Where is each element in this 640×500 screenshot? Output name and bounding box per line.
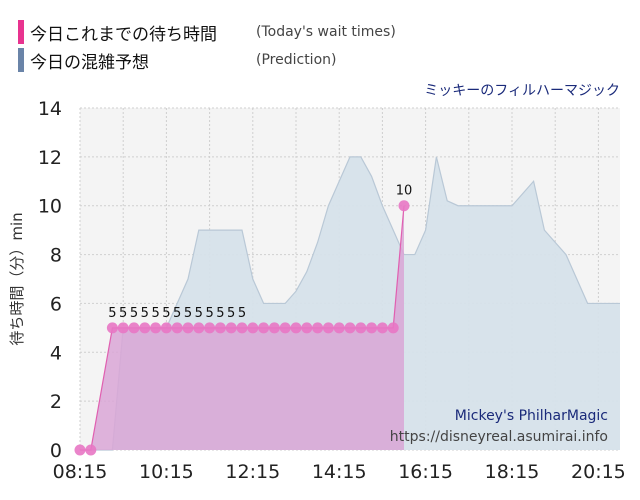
today-point	[214, 322, 226, 334]
today-point	[150, 322, 162, 334]
today-point	[117, 322, 129, 334]
data-label: 5	[216, 306, 224, 321]
data-label: 5	[130, 306, 138, 321]
today-point	[160, 322, 172, 334]
y-tick-label: 10	[38, 196, 62, 218]
attraction-name-jp: ミッキーのフィルハーマジック	[424, 83, 620, 99]
data-label: 5	[162, 306, 170, 321]
y-tick-label: 0	[50, 440, 62, 462]
data-label: 5	[184, 306, 192, 321]
prediction-line	[80, 156, 620, 451]
x-tick-label: 14:15	[312, 461, 367, 483]
data-label: 5	[205, 306, 213, 321]
today-point	[193, 322, 205, 334]
today-point	[322, 322, 334, 334]
today-point	[290, 322, 302, 334]
data-label: 10	[396, 184, 413, 199]
data-label: 5	[141, 306, 149, 321]
legend-today: 今日これまでの待ち時間 (Today's wait times)	[18, 20, 396, 45]
x-tick-label: 10:15	[139, 461, 194, 483]
today-point	[312, 322, 324, 334]
today-point	[74, 444, 86, 456]
today-point	[387, 322, 399, 334]
today-point	[398, 200, 410, 212]
legend-prediction: 今日の混雑予想 (Prediction)	[18, 48, 337, 73]
data-label: 5	[227, 306, 235, 321]
y-tick-label: 12	[38, 147, 62, 169]
data-label: 5	[151, 306, 159, 321]
today-point	[225, 322, 237, 334]
today-point	[344, 322, 356, 334]
data-label: 5	[119, 306, 127, 321]
today-point	[258, 322, 270, 334]
watermark-url: https://disneyreal.asumirai.info	[390, 429, 608, 445]
y-axis-label: 待ち時間（分）min	[8, 212, 26, 345]
today-point	[85, 444, 97, 456]
legend-prediction-swatch	[18, 48, 24, 72]
today-point	[139, 322, 151, 334]
x-tick-label: 20:15	[571, 461, 626, 483]
today-point	[128, 322, 140, 334]
data-label: 5	[108, 306, 116, 321]
data-label: 5	[195, 306, 203, 321]
x-tick-label: 16:15	[398, 461, 453, 483]
y-tick-label: 14	[38, 98, 62, 120]
today-point	[301, 322, 313, 334]
today-point	[236, 322, 248, 334]
today-point	[333, 322, 345, 334]
today-point	[247, 322, 259, 334]
today-point	[279, 322, 291, 334]
x-tick-label: 18:15	[485, 461, 540, 483]
legend-today-label: 今日これまでの待ち時間	[30, 24, 217, 45]
y-tick-label: 4	[50, 342, 62, 364]
x-tick-label: 12:15	[225, 461, 280, 483]
data-label: 5	[173, 306, 181, 321]
today-point	[106, 322, 118, 334]
today-point	[182, 322, 194, 334]
legend-today-sub: (Today's wait times)	[256, 24, 396, 40]
legend-prediction-sub: (Prediction)	[256, 52, 337, 68]
today-point	[204, 322, 216, 334]
today-point	[171, 322, 183, 334]
watermark-name: Mickey's PhilharMagic	[455, 408, 608, 424]
y-tick-label: 8	[50, 245, 62, 267]
y-tick-label: 6	[50, 293, 62, 315]
data-label: 5	[238, 306, 246, 321]
today-point	[366, 322, 378, 334]
today-point	[268, 322, 280, 334]
y-tick-label: 2	[50, 391, 62, 413]
legend-today-swatch	[18, 20, 24, 44]
legend-prediction-label: 今日の混雑予想	[30, 52, 149, 73]
today-point	[355, 322, 367, 334]
x-tick-label: 08:15	[53, 461, 108, 483]
today-point	[376, 322, 388, 334]
